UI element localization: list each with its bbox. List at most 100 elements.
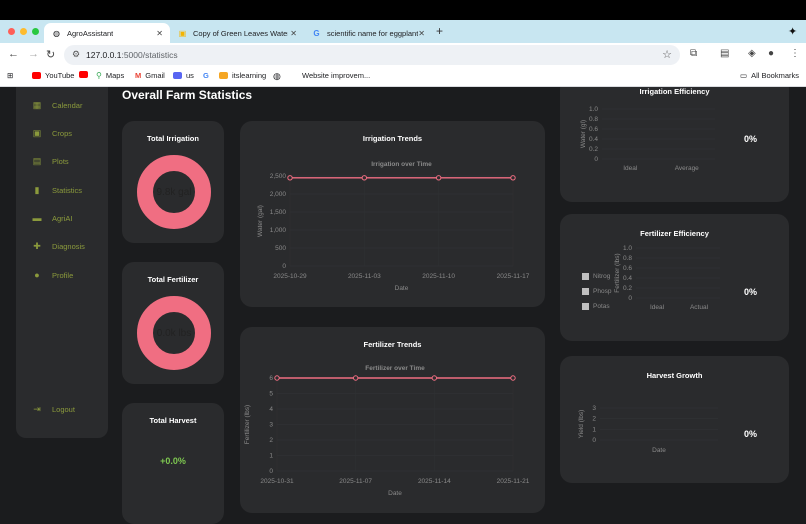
close-window-button[interactable] xyxy=(8,28,15,35)
maximize-window-button[interactable] xyxy=(32,28,39,35)
page-title: Overall Farm Statistics xyxy=(122,88,253,102)
tab-title: AgroAssistant xyxy=(67,28,114,38)
all-bookmarks[interactable]: ▭ All Bookmarks xyxy=(740,71,799,80)
bookmark-google[interactable]: G xyxy=(203,71,209,80)
gemini-icon[interactable]: ✦ xyxy=(788,26,798,38)
sidebar-item-label: AgriAI xyxy=(52,213,73,223)
reload-icon[interactable]: ↻ xyxy=(46,49,56,61)
harvest-growth-card: Harvest Growth 3 2 1 0 Date Yield (lbs) 0% xyxy=(560,356,789,483)
donut-value: 9.8k gal xyxy=(156,186,192,198)
y-tick-label: 1.0 xyxy=(623,245,632,252)
reading-list-icon[interactable]: ▤ xyxy=(720,48,730,59)
more-menu-icon[interactable]: ⋮ xyxy=(790,48,800,59)
tab-google-search[interactable]: G scientific name for eggplant ✕ xyxy=(304,23,432,43)
y-tick-label: 0.2 xyxy=(623,285,632,292)
url-path: :5000/statistics xyxy=(121,50,178,60)
plot-title: Irrigation over Time xyxy=(371,161,432,168)
y-tick-label: 0 xyxy=(592,437,596,444)
total-irrigation-card: Total Irrigation 9.8k gal xyxy=(122,121,224,243)
bookmark-globe[interactable]: ◍ xyxy=(273,71,281,82)
bookmark-youtube[interactable]: YouTube xyxy=(32,71,74,80)
y-axis-label: Yield (lbs) xyxy=(578,410,585,439)
bookmark-youtube-2[interactable] xyxy=(79,71,92,78)
chat-icon: ▬ xyxy=(32,213,42,223)
legend-phosphorus[interactable]: Phosp xyxy=(582,288,611,295)
fertilizer-trends-card: Fertilizer Trends Fertilizer over Time 6 5… xyxy=(240,327,545,513)
legend-label: Phosp xyxy=(593,288,612,295)
card-title: Irrigation Trends xyxy=(362,134,423,143)
all-bookmarks-label: All Bookmarks xyxy=(751,71,800,80)
youtube-red-icon xyxy=(79,71,88,78)
address-bar[interactable]: ⚙ 127.0.0.1:5000/statistics ☆ xyxy=(64,45,680,65)
x-tick-label: Average xyxy=(675,165,699,172)
bookmark-us[interactable]: us xyxy=(173,71,194,80)
globe-icon: ◍ xyxy=(273,71,281,81)
y-tick-label: 6 xyxy=(269,375,273,382)
sidebar-item-label: Statistics xyxy=(52,185,83,195)
extensions-icon[interactable]: ⧉ xyxy=(690,48,698,59)
growth-percent: 0% xyxy=(744,429,758,439)
logout-button[interactable]: ⇥ Logout xyxy=(32,404,75,414)
bookmark-gmail[interactable]: M Gmail xyxy=(135,71,165,80)
discord-icon xyxy=(173,72,182,79)
back-icon[interactable]: ← xyxy=(8,48,19,60)
y-tick-label: 0.2 xyxy=(589,146,598,153)
fertilizer-efficiency-card: Fertilizer Efficiency 1.0 0.8 0.6 0.4 0.2 0 Id… xyxy=(560,214,789,341)
bookmark-maps[interactable]: ⚲ Maps xyxy=(96,71,124,80)
card-title: Total Fertilizer xyxy=(147,275,199,284)
site-info-icon[interactable]: ⚙ xyxy=(72,49,81,59)
close-icon[interactable]: ✕ xyxy=(156,28,163,38)
new-tab-icon[interactable]: + xyxy=(436,24,444,38)
bookmark-website[interactable]: Website improvem... xyxy=(302,71,370,80)
bookmark-itslearning[interactable]: itslearning xyxy=(219,71,266,80)
sidebar-item-statistics[interactable]: ▮ Statistics xyxy=(32,184,83,195)
sidebar-item-plots[interactable]: ▤ Plots xyxy=(32,156,69,166)
total-fertilizer-card: Total Fertilizer 0.0k lbs xyxy=(122,262,224,384)
tab-agroassistant[interactable]: ◍ AgroAssistant ✕ xyxy=(44,23,170,43)
sidebar-item-calendar[interactable]: ▦ Calendar xyxy=(32,100,83,110)
forward-icon[interactable]: → xyxy=(28,48,39,60)
x-tick-label: Actual xyxy=(690,304,709,311)
bookmark-label: itslearning xyxy=(232,71,267,80)
extension-icon[interactable]: ◈ xyxy=(748,48,756,59)
card-title: Total Irrigation xyxy=(147,134,199,143)
minimize-window-button[interactable] xyxy=(20,28,27,35)
avatar[interactable]: ● xyxy=(768,48,775,59)
bookmark-star-icon[interactable]: ☆ xyxy=(662,49,672,61)
url-host: 127.0.0.1 xyxy=(86,50,122,60)
data-point xyxy=(361,175,368,181)
maps-icon: ⚲ xyxy=(96,71,102,80)
legend-nitrogen[interactable]: Nitrog xyxy=(582,273,610,280)
y-axis-label: Fertilizer (lbs) xyxy=(614,253,621,292)
total-harvest-card: Total Harvest +0.0% xyxy=(122,403,224,524)
sidebar-item-crops[interactable]: ▣ Crops xyxy=(32,128,72,138)
efficiency-percent: 0% xyxy=(744,287,758,297)
sidebar-item-agriai[interactable]: ▬ AgriAI xyxy=(32,213,73,223)
apps-grid-icon[interactable]: ⊞ xyxy=(7,71,14,80)
y-tick-label: 1 xyxy=(592,426,596,433)
irrigation-efficiency-chart: 1.0 0.8 0.6 0.4 0.2 0 Ideal Average Water (gl) xyxy=(580,106,715,172)
legend-label: Potas xyxy=(593,303,610,310)
x-tick-label: 2025-11-14 xyxy=(418,478,451,485)
tab-slides[interactable]: ▣ Copy of Green Leaves Water ✕ xyxy=(170,23,304,43)
harvest-value: +0.0% xyxy=(160,456,186,466)
y-tick-label: 2,500 xyxy=(270,173,287,180)
y-tick-label: 1.0 xyxy=(589,106,598,113)
card-title: Fertilizer Trends xyxy=(363,340,422,349)
sidebar-item-diagnosis[interactable]: ✚ Diagnosis xyxy=(32,241,85,251)
close-icon[interactable]: ✕ xyxy=(418,28,425,38)
gmail-icon: M xyxy=(135,71,142,80)
bookmark-label: Maps xyxy=(105,71,125,80)
globe-icon: ◍ xyxy=(53,28,60,38)
close-icon[interactable]: ✕ xyxy=(290,28,297,38)
y-axis-label: Fertilizer (lbs) xyxy=(244,405,251,444)
y-tick-label: 0 xyxy=(594,156,598,163)
efficiency-percent: 0% xyxy=(744,134,758,144)
sidebar-item-profile[interactable]: ● Profile xyxy=(32,270,73,280)
legend-potassium[interactable]: Potas xyxy=(582,303,610,310)
card-title: Fertilizer Efficiency xyxy=(640,229,709,238)
y-tick-label: 0.4 xyxy=(589,136,598,143)
folder-icon: ▭ xyxy=(740,71,748,80)
app-page: ▦ Calendar ▣ Crops ▤ Plots ▮ Statistics ▬ Agr… xyxy=(0,87,806,524)
bar-chart-icon: ▮ xyxy=(34,184,40,195)
